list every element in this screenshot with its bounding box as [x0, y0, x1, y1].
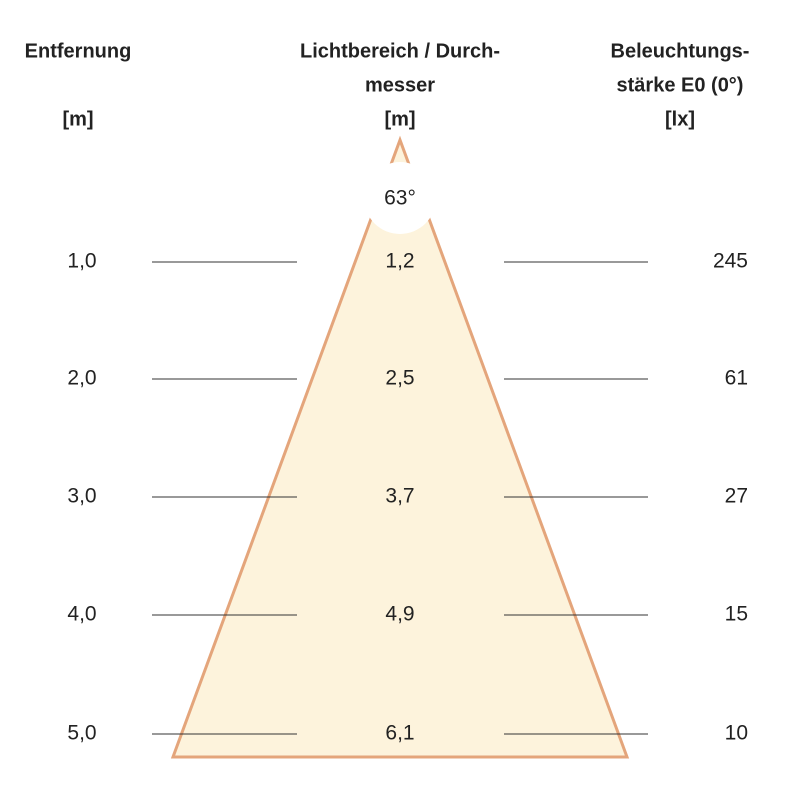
illuminance: 15: [725, 603, 748, 626]
distance: 4,0: [67, 603, 96, 626]
distance: 3,0: [67, 485, 96, 508]
column-title: messer: [365, 74, 435, 96]
distance: 1,0: [67, 250, 96, 273]
distance: 5,0: [67, 722, 96, 745]
column-title: stärke E0 (0°): [617, 74, 744, 96]
diameter: 3,7: [385, 485, 414, 508]
column-unit: [lx]: [665, 108, 695, 130]
angle-badge: [364, 162, 436, 234]
illuminance: 27: [725, 485, 748, 508]
distance: 2,0: [67, 367, 96, 390]
diameter: 2,5: [385, 367, 414, 390]
illuminance: 61: [725, 367, 748, 390]
column-unit: [m]: [384, 108, 415, 130]
rows: 1,0 1,2 245 2,0 2,5 61 3,0 3,7 27 4,0 4,9 15 5,0 6,1 1…: [67, 250, 748, 745]
column-title: Entfernung: [25, 40, 132, 62]
light-cone: [170, 135, 630, 759]
illuminance: 10: [725, 722, 748, 745]
headers: Entfernung [m] Lichtbereich / Durch-messer…: [25, 40, 750, 130]
column-unit: [m]: [62, 108, 93, 130]
diameter: 4,9: [385, 603, 414, 626]
illuminance: 245: [713, 250, 748, 273]
column-title: Lichtbereich / Durch-: [300, 40, 500, 62]
diameter: 1,2: [385, 250, 414, 273]
diameter: 6,1: [385, 722, 414, 745]
column-title: Beleuchtungs-: [611, 40, 750, 62]
beam-angle: 63°: [384, 187, 416, 210]
